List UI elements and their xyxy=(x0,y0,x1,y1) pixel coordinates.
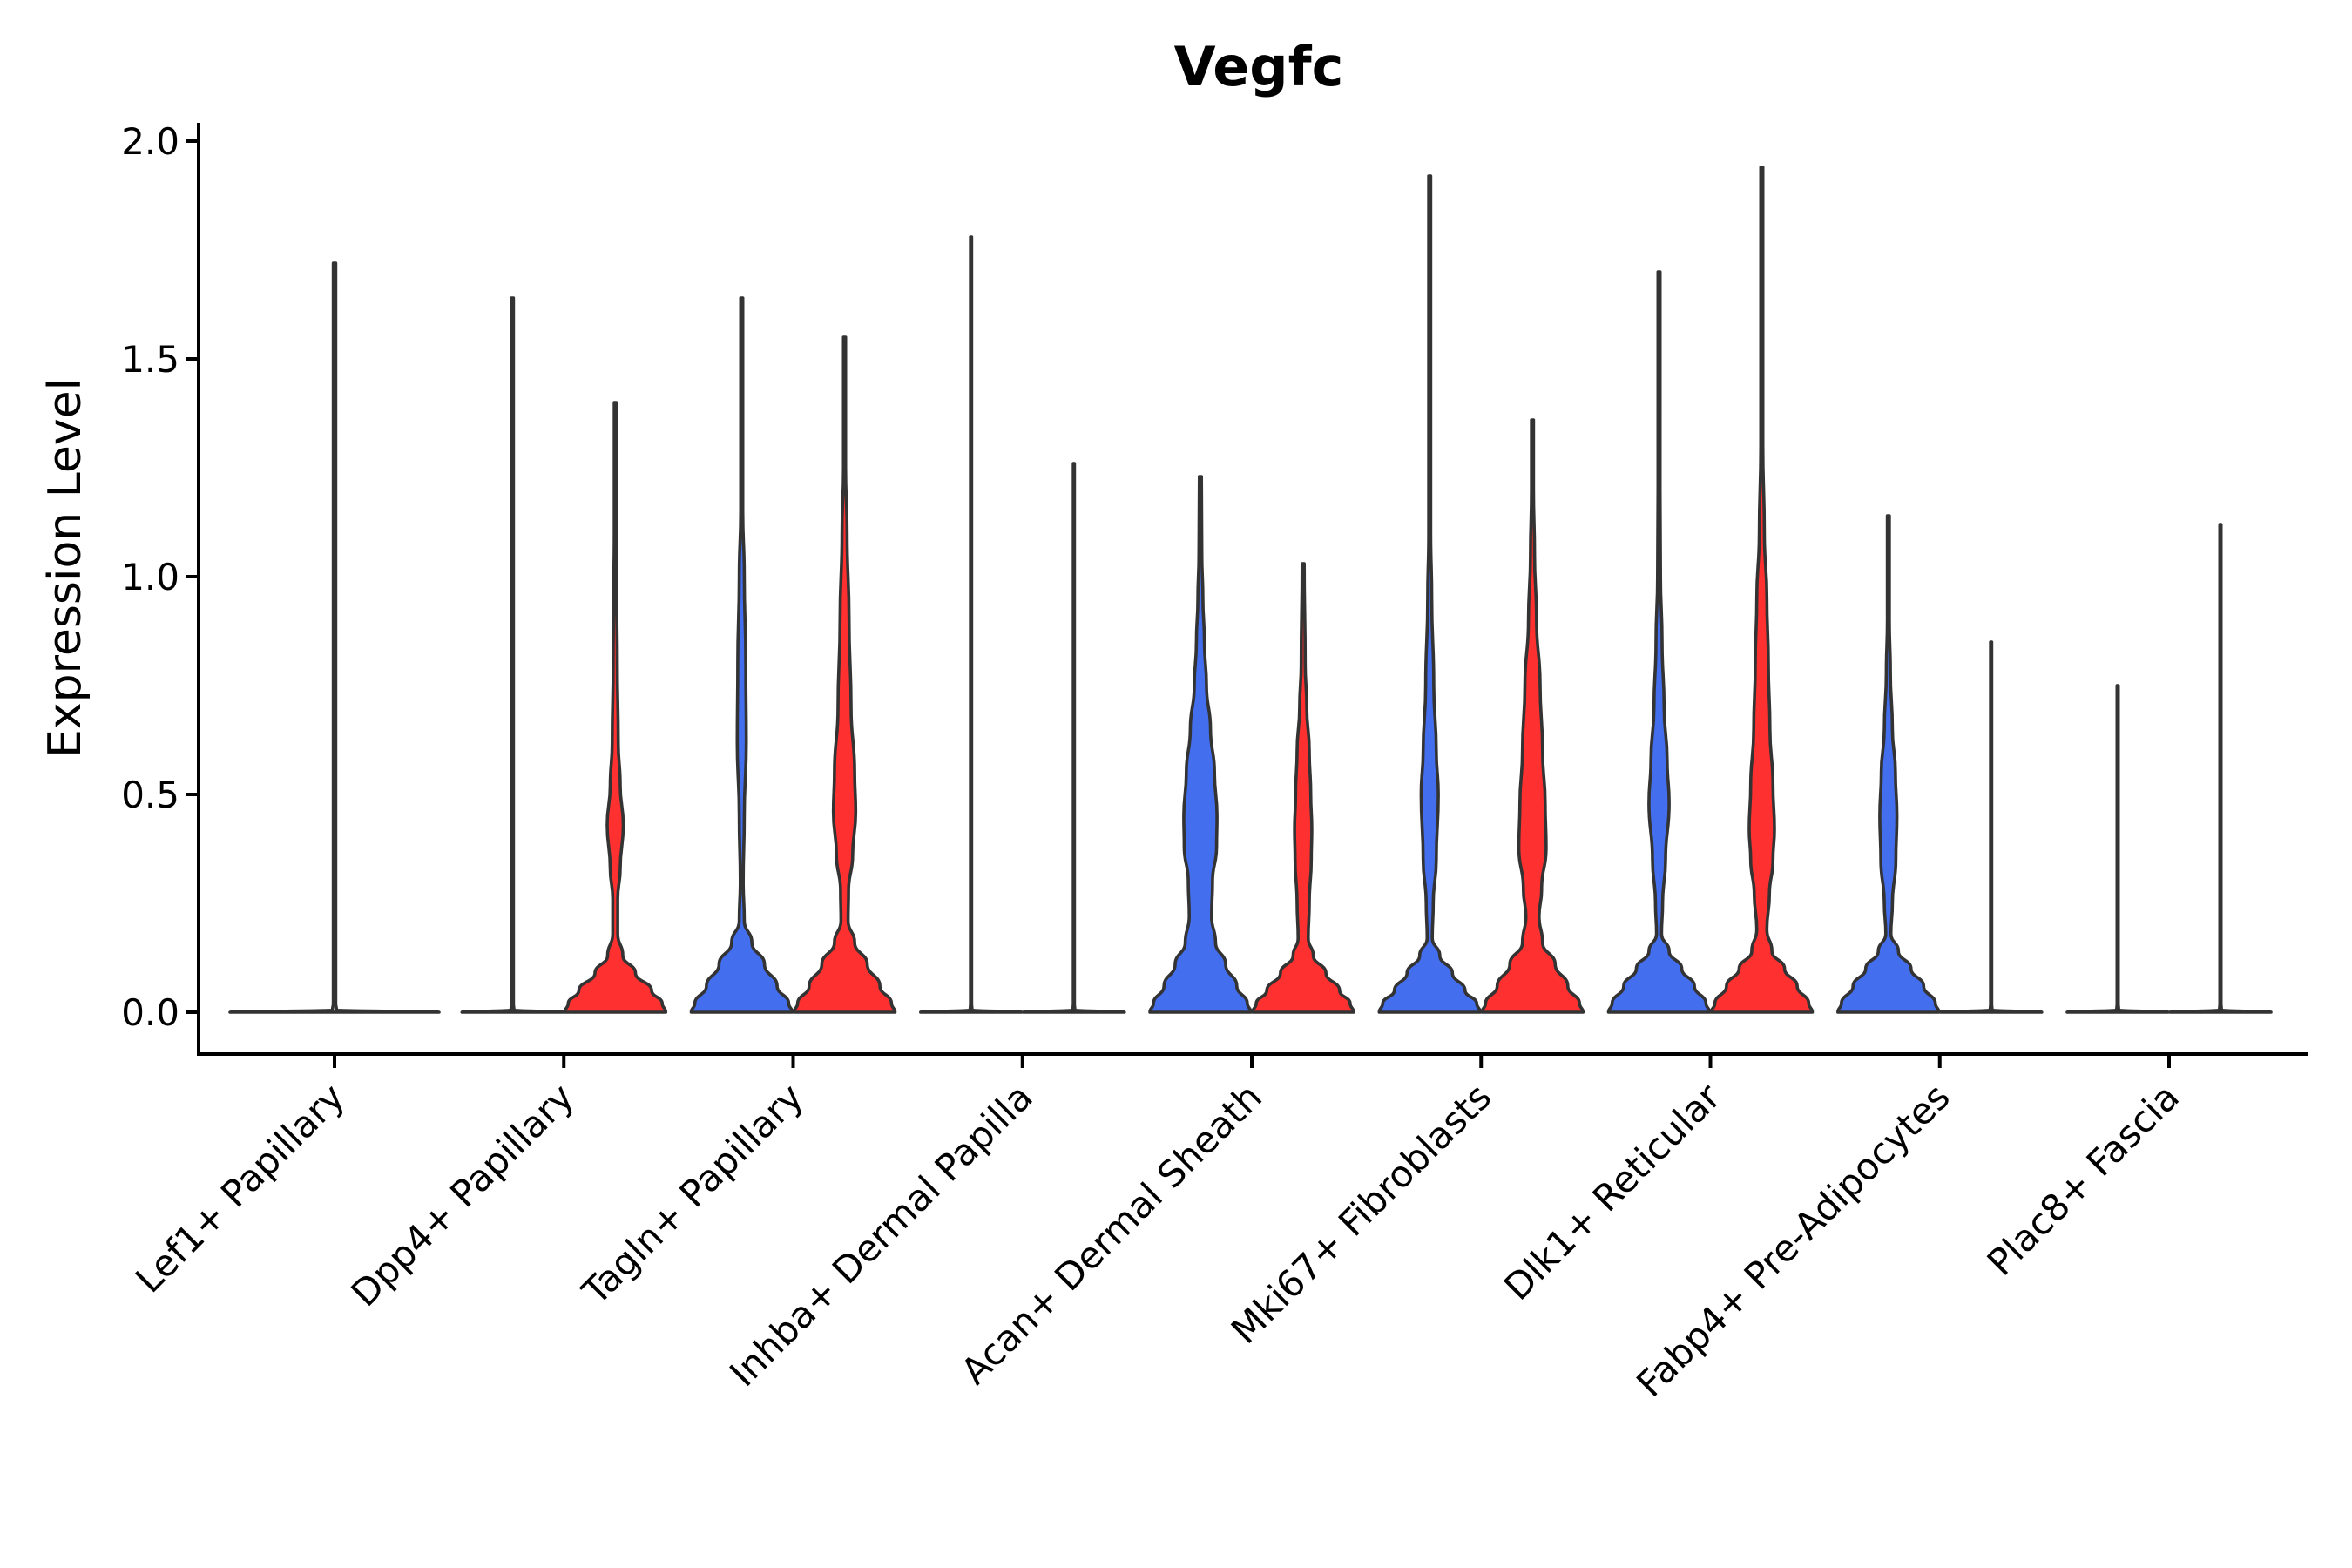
y-tick-label: 0.0 xyxy=(121,991,179,1034)
x-tick-label: Lef1+ Papillary xyxy=(127,1075,353,1301)
violin-fabp4-pre-adipocytes-group-2 xyxy=(1939,640,2044,1014)
violins-layer xyxy=(228,166,2273,1014)
x-tick-label: Plac8+ Fascia xyxy=(1979,1075,2187,1283)
violin-plac8-fascia-group-1 xyxy=(2065,684,2170,1014)
violin-plac8-fascia-group-2 xyxy=(2168,523,2273,1014)
violin-tagln-papillary-group-2 xyxy=(792,335,897,1014)
x-tick-label: Tagln+ Papillary xyxy=(573,1075,811,1313)
violin-acan-dermal-sheath-group-1 xyxy=(1148,475,1253,1014)
violin-dpp4-papillary-group-1 xyxy=(460,296,565,1014)
y-tick-label: 1.5 xyxy=(121,338,179,381)
violin-inhba-dermal-papilla-group-1 xyxy=(919,235,1024,1014)
y-tick-label: 1.0 xyxy=(121,556,179,598)
x-tick-label: Dpp4+ Papillary xyxy=(343,1075,583,1315)
chart-title: Vegfc xyxy=(1174,35,1344,98)
violin-inhba-dermal-papilla-group-2 xyxy=(1022,462,1126,1014)
violin-dlk1-reticular-group-1 xyxy=(1606,270,1712,1014)
y-tick-label: 2.0 xyxy=(121,120,179,163)
violin-dlk1-reticular-group-2 xyxy=(1709,166,1815,1014)
violin-lef1-papillary-single xyxy=(228,261,441,1014)
x-tick-label: Dlk1+ Reticular xyxy=(1496,1075,1729,1308)
violin-mki67-fibroblasts-group-1 xyxy=(1377,174,1483,1014)
violin-dpp4-papillary-group-2 xyxy=(563,401,668,1014)
violin-acan-dermal-sheath-group-2 xyxy=(1251,562,1355,1014)
violin-tagln-papillary-group-1 xyxy=(689,296,794,1014)
y-axis-title: Expression Level xyxy=(39,378,91,758)
violin-mki67-fibroblasts-group-2 xyxy=(1480,418,1585,1014)
x-tick-label: Mki67+ Fibroblasts xyxy=(1223,1075,1499,1351)
y-axis-ticks: 0.0 0.5 1.0 1.5 2.0 xyxy=(121,120,199,1034)
y-tick-label: 0.5 xyxy=(121,774,179,816)
violin-fabp4-pre-adipocytes-group-1 xyxy=(1836,514,1941,1014)
